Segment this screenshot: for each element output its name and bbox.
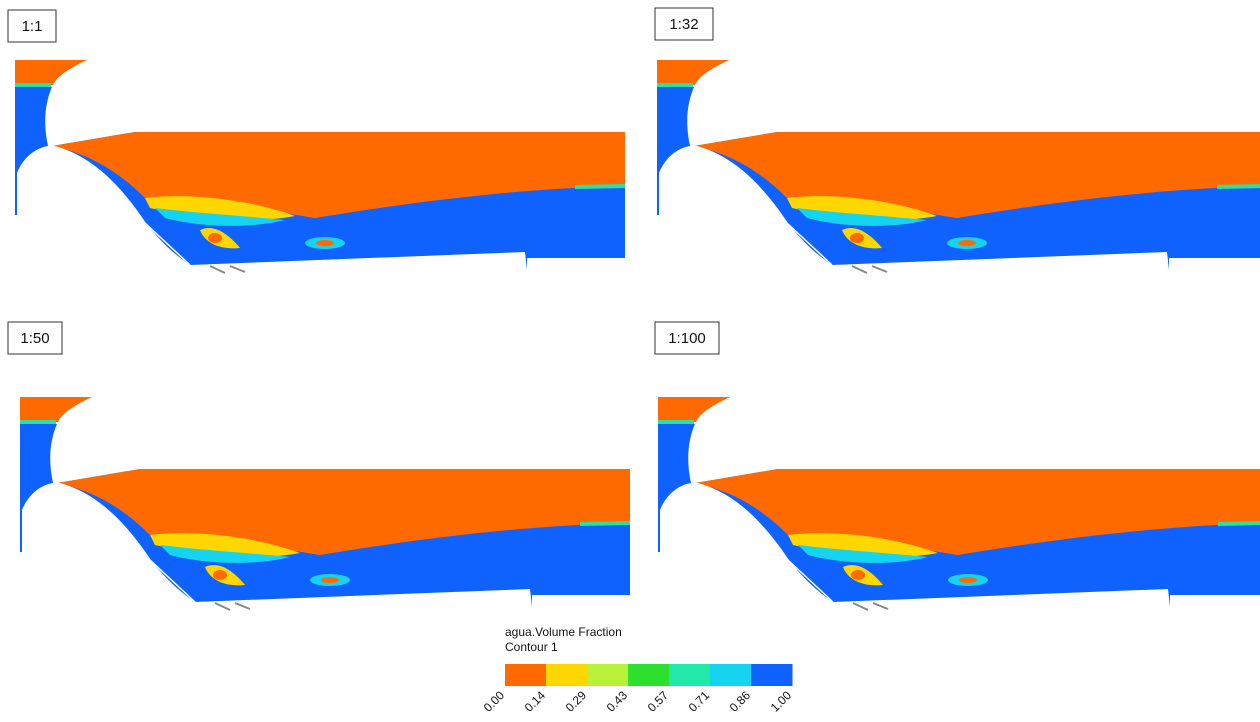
contour-panel: [20, 397, 630, 610]
legend-tick-label: 0.43: [604, 688, 631, 715]
legend-tick-label: 0.00: [481, 688, 508, 715]
legend: 0.00 0.14 0.29 0.43 0.57 0.71 0.86 1.00: [481, 664, 795, 715]
figure: 1:1 1:32 1:50 1:100 agua.Volume Fraction…: [0, 0, 1260, 722]
legend-title: agua.Volume Fraction: [505, 625, 622, 639]
legend-tick-label: 0.86: [727, 688, 754, 715]
legend-tick-label: 0.29: [563, 688, 590, 715]
contour-panel: [15, 60, 625, 273]
legend-tick-label: 1.00: [768, 688, 795, 715]
legend-swatch: [628, 664, 670, 686]
panel-label: 1:50: [20, 330, 49, 347]
legend-swatch: [710, 664, 752, 686]
legend-swatch: [669, 664, 711, 686]
legend-tick-label: 0.71: [686, 688, 713, 715]
contour-panel: [658, 397, 1260, 610]
panel-label: 1:100: [668, 330, 706, 347]
legend-tick-label: 0.57: [645, 688, 672, 715]
legend-tick-label: 0.14: [522, 688, 549, 715]
legend-swatch: [546, 664, 588, 686]
legend-swatch: [751, 664, 793, 686]
legend-subtitle: Contour 1: [505, 640, 558, 654]
panel-label: 1:1: [22, 18, 43, 35]
panel-label: 1:32: [669, 16, 698, 33]
contour-panel: [657, 60, 1260, 273]
legend-swatch: [587, 664, 629, 686]
legend-swatch: [505, 664, 547, 686]
